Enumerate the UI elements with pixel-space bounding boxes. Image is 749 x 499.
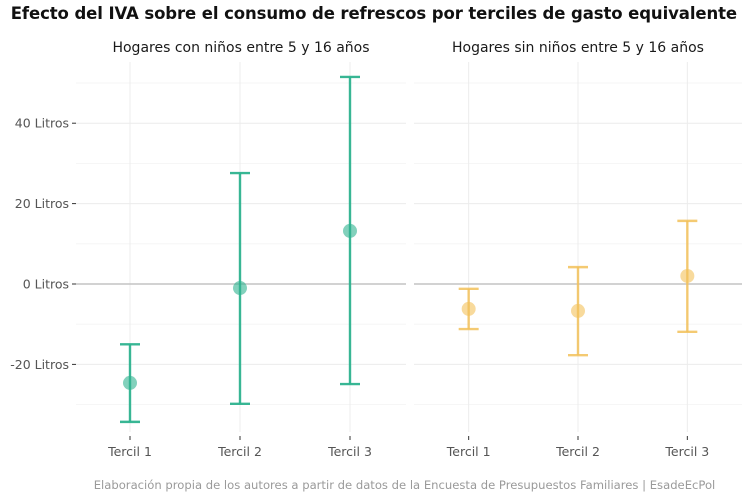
x-tick-label: Tercil 1 xyxy=(107,444,152,459)
y-tick-label: 40 Litros xyxy=(15,116,69,131)
axis-layer: Hogares con niños entre 5 y 16 años Terci… xyxy=(10,40,709,459)
x-tick-label: Tercil 2 xyxy=(555,444,600,459)
errorbar-group xyxy=(568,265,588,357)
x-tick-label: Tercil 2 xyxy=(217,444,262,459)
x-tick-label: Tercil 3 xyxy=(664,444,709,459)
chart-caption: Elaboración propia de los autores a part… xyxy=(93,478,716,492)
point-estimate xyxy=(571,303,585,318)
point-estimate xyxy=(343,223,357,238)
x-tick-label: Tercil 3 xyxy=(327,444,372,459)
point-estimate xyxy=(680,268,695,283)
panel-title: Hogares con niños entre 5 y 16 años xyxy=(112,40,369,56)
y-tick-label: -20 Litros xyxy=(10,357,69,372)
y-tick-label: 20 Litros xyxy=(15,196,69,211)
marks-layer xyxy=(120,75,698,424)
errorbar-group xyxy=(340,75,360,386)
errorbar-group xyxy=(230,171,250,405)
errorbar-group xyxy=(458,287,479,331)
point-estimate xyxy=(461,301,476,316)
point-estimate xyxy=(233,281,247,296)
y-tick-label: 0 Litros xyxy=(23,277,69,292)
point-estimate xyxy=(123,375,137,390)
grid-layer xyxy=(76,62,742,432)
errorbar-group xyxy=(120,343,140,424)
errorbar-group xyxy=(677,219,698,334)
x-tick-label: Tercil 1 xyxy=(446,444,491,459)
chart-title: Efecto del IVA sobre el consumo de refre… xyxy=(10,4,737,23)
panel-title: Hogares sin niños entre 5 y 16 años xyxy=(452,40,704,56)
